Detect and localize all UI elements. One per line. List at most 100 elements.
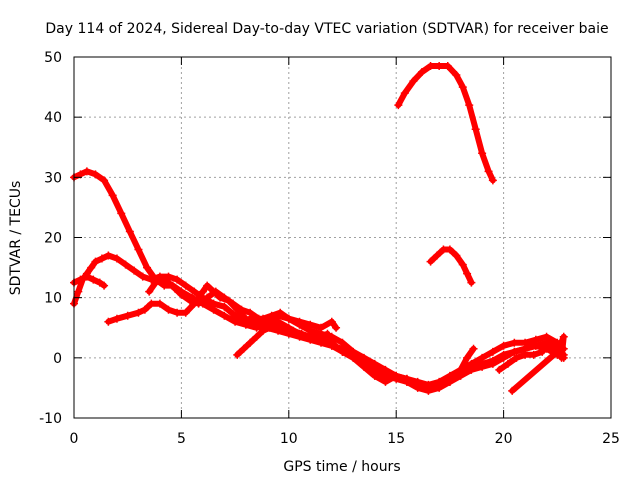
data-point [538, 347, 547, 356]
data-point [465, 101, 474, 110]
data-point [190, 287, 199, 296]
data-point [164, 278, 173, 287]
data-point [392, 371, 401, 380]
data-point [521, 338, 530, 347]
data-point [289, 326, 298, 335]
data-point [452, 71, 461, 80]
x-tick-label: 0 [70, 431, 79, 447]
data-point [211, 287, 220, 296]
data-point [194, 299, 203, 308]
data-point [499, 341, 508, 350]
series-line-track-k [509, 333, 567, 394]
data-point [134, 308, 143, 317]
data-point [121, 260, 130, 269]
data-point [327, 338, 336, 347]
data-point [463, 269, 472, 278]
data-point [478, 149, 487, 158]
data-point [112, 254, 121, 263]
data-point [317, 335, 326, 344]
data-point [402, 374, 411, 383]
data-point [452, 251, 461, 260]
data-point [173, 308, 182, 317]
data-point [123, 311, 132, 320]
data-point [147, 299, 156, 308]
data-point [228, 299, 237, 308]
data-point [252, 332, 261, 341]
data-point [140, 305, 149, 314]
data-point [143, 263, 152, 272]
y-tick-label: 10 [44, 291, 62, 307]
data-point [87, 263, 96, 272]
data-point [82, 167, 91, 176]
data-point [512, 353, 521, 362]
data-point [381, 377, 390, 386]
data-point [239, 344, 248, 353]
x-axis-label: GPS time / hours [283, 459, 400, 475]
data-point [503, 359, 512, 368]
data-point [445, 245, 454, 254]
data-point [370, 362, 379, 371]
data-point [117, 209, 126, 218]
y-tick-label: 0 [53, 351, 62, 367]
data-point [332, 323, 341, 332]
data-point [237, 317, 246, 326]
data-point [271, 320, 280, 329]
y-tick-label: 40 [44, 110, 62, 126]
data-point [435, 380, 444, 389]
data-point [252, 320, 261, 329]
x-tick-label: 5 [177, 431, 186, 447]
data-point [417, 68, 426, 77]
data-point [478, 353, 487, 362]
x-tick-label: 25 [602, 431, 620, 447]
data-point [91, 257, 100, 266]
data-point [521, 350, 530, 359]
data-point [209, 299, 218, 308]
y-tick-label: -10 [39, 411, 62, 427]
data-point [557, 353, 566, 362]
series-line-track-g [318, 336, 477, 391]
data-point [151, 278, 160, 287]
data-point [559, 332, 568, 341]
data-point [295, 320, 304, 329]
data-point [177, 290, 186, 299]
data-point [185, 296, 194, 305]
data-point [246, 338, 255, 347]
data-point [510, 338, 519, 347]
data-point [338, 347, 347, 356]
data-point [280, 323, 289, 332]
data-point [424, 383, 433, 392]
data-point [155, 299, 164, 308]
data-point [553, 347, 562, 356]
data-point [323, 329, 332, 338]
data-point [95, 278, 104, 287]
data-point [104, 251, 113, 260]
data-point [89, 275, 98, 284]
data-point [529, 350, 538, 359]
data-point [306, 332, 315, 341]
data-point [284, 314, 293, 323]
data-point [349, 353, 358, 362]
data-point [542, 332, 551, 341]
data-point [231, 311, 240, 320]
data-point [74, 287, 83, 296]
data-point [297, 329, 306, 338]
data-point [246, 308, 255, 317]
x-tick-label: 20 [495, 431, 513, 447]
data-point [359, 362, 368, 371]
data-point [100, 176, 109, 185]
chart-title: Day 114 of 2024, Sidereal Day-to-day VTE… [45, 21, 608, 37]
data-point [467, 278, 476, 287]
data-point [471, 125, 480, 134]
x-tick-label: 15 [387, 431, 405, 447]
data-point [443, 62, 452, 71]
data-point [112, 314, 121, 323]
data-point [426, 257, 435, 266]
data-point [259, 326, 268, 335]
data-point [458, 260, 467, 269]
data-point [394, 101, 403, 110]
data-point [370, 371, 379, 380]
data-point [181, 281, 190, 290]
data-point [220, 311, 229, 320]
data-point [435, 62, 444, 71]
data-point [484, 167, 493, 176]
